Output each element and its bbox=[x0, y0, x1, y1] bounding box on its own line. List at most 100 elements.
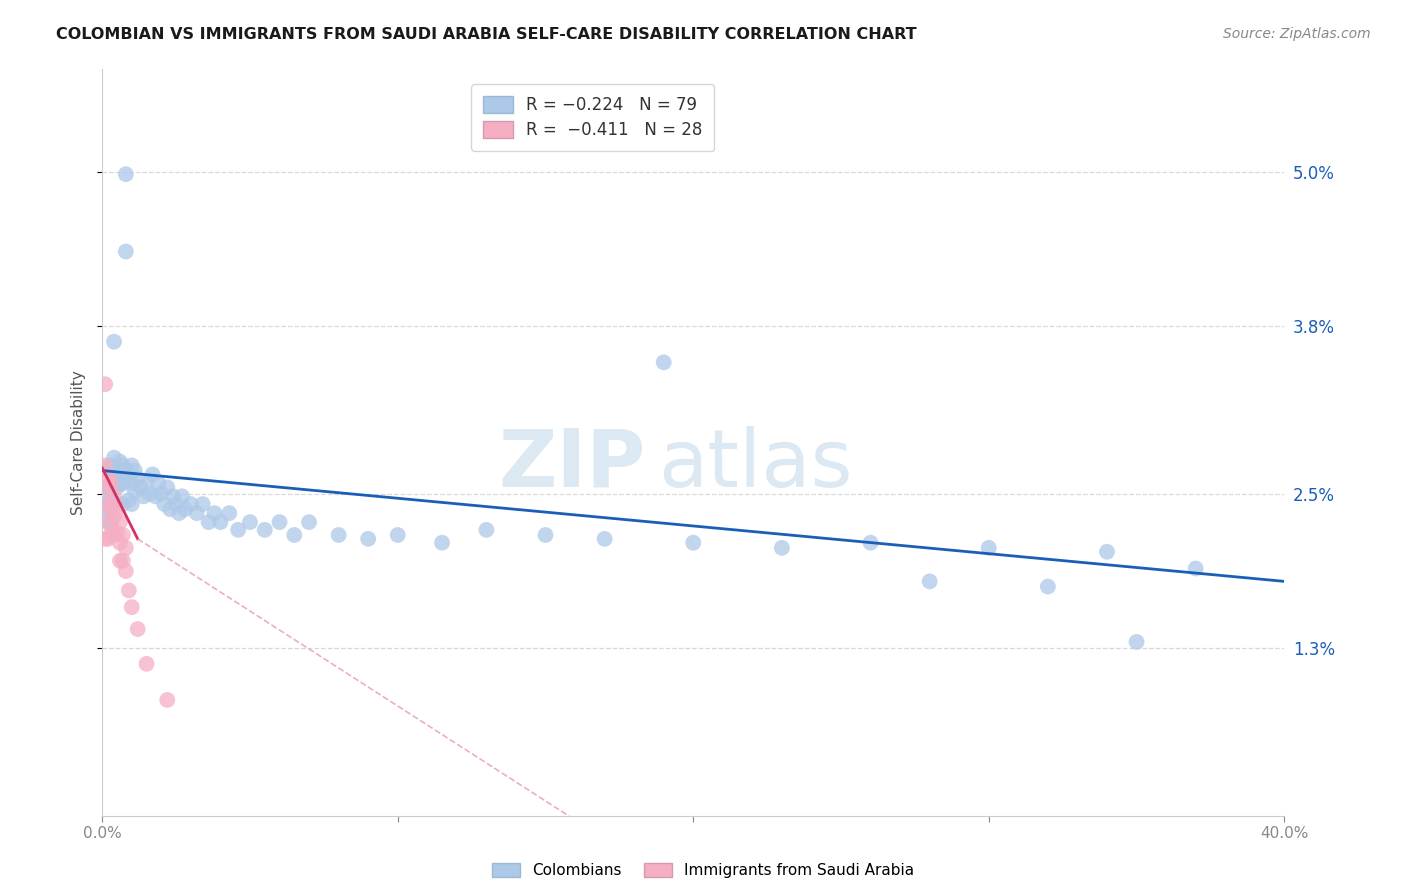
Point bbox=[298, 515, 321, 529]
Point bbox=[97, 497, 120, 511]
Point bbox=[138, 487, 160, 501]
Point bbox=[97, 471, 120, 485]
Point bbox=[108, 554, 131, 568]
Point bbox=[162, 489, 184, 503]
Point bbox=[94, 480, 117, 494]
Legend: Colombians, Immigrants from Saudi Arabia: Colombians, Immigrants from Saudi Arabia bbox=[486, 856, 920, 884]
Point bbox=[145, 489, 167, 503]
Point bbox=[127, 622, 149, 636]
Point bbox=[652, 355, 675, 369]
Point bbox=[94, 461, 117, 475]
Point bbox=[94, 480, 117, 494]
Point bbox=[100, 458, 122, 473]
Point bbox=[103, 450, 125, 465]
Point bbox=[100, 476, 122, 491]
Point bbox=[141, 467, 163, 482]
Point bbox=[239, 515, 262, 529]
Point bbox=[475, 523, 498, 537]
Point bbox=[100, 502, 122, 516]
Text: atlas: atlas bbox=[658, 425, 852, 504]
Point bbox=[97, 464, 120, 478]
Point bbox=[1095, 545, 1118, 559]
Point bbox=[108, 454, 131, 468]
Point bbox=[115, 464, 138, 478]
Point bbox=[115, 541, 138, 555]
Point bbox=[121, 458, 143, 473]
Point bbox=[283, 528, 305, 542]
Point bbox=[170, 489, 193, 503]
Point bbox=[115, 244, 138, 259]
Point bbox=[121, 600, 143, 615]
Point bbox=[108, 515, 131, 529]
Point bbox=[218, 506, 240, 520]
Point bbox=[167, 506, 190, 520]
Point bbox=[118, 583, 141, 598]
Point bbox=[103, 471, 125, 485]
Point bbox=[918, 574, 941, 589]
Point bbox=[197, 515, 219, 529]
Point bbox=[148, 476, 170, 491]
Point bbox=[204, 506, 226, 520]
Point bbox=[94, 532, 117, 546]
Text: ZIP: ZIP bbox=[499, 425, 645, 504]
Point bbox=[328, 528, 350, 542]
Point bbox=[97, 515, 120, 529]
Point bbox=[135, 476, 157, 491]
Point bbox=[132, 489, 155, 503]
Point bbox=[111, 476, 134, 491]
Point bbox=[127, 471, 149, 485]
Point bbox=[108, 476, 131, 491]
Point bbox=[94, 458, 117, 473]
Text: COLOMBIAN VS IMMIGRANTS FROM SAUDI ARABIA SELF-CARE DISABILITY CORRELATION CHART: COLOMBIAN VS IMMIGRANTS FROM SAUDI ARABI… bbox=[56, 27, 917, 42]
Point bbox=[150, 487, 173, 501]
Point bbox=[387, 528, 409, 542]
Point bbox=[105, 497, 128, 511]
Point bbox=[97, 532, 120, 546]
Point bbox=[111, 458, 134, 473]
Point bbox=[118, 493, 141, 508]
Point bbox=[129, 480, 152, 494]
Point bbox=[156, 693, 179, 707]
Point bbox=[1125, 635, 1147, 649]
Point bbox=[593, 532, 616, 546]
Point bbox=[209, 515, 232, 529]
Point bbox=[111, 497, 134, 511]
Point bbox=[121, 476, 143, 491]
Point bbox=[430, 535, 453, 549]
Point bbox=[534, 528, 557, 542]
Point bbox=[100, 476, 122, 491]
Point bbox=[103, 510, 125, 524]
Point bbox=[103, 489, 125, 503]
Point bbox=[159, 502, 181, 516]
Point bbox=[100, 493, 122, 508]
Point bbox=[1184, 561, 1206, 575]
Point bbox=[174, 502, 197, 516]
Point bbox=[121, 497, 143, 511]
Point bbox=[100, 528, 122, 542]
Point bbox=[124, 484, 146, 499]
Point bbox=[105, 525, 128, 540]
Point bbox=[97, 493, 120, 508]
Legend: R = −0.224   N = 79, R =  −0.411   N = 28: R = −0.224 N = 79, R = −0.411 N = 28 bbox=[471, 85, 714, 151]
Point bbox=[103, 334, 125, 349]
Point bbox=[105, 480, 128, 494]
Point bbox=[153, 497, 176, 511]
Point bbox=[253, 523, 276, 537]
Point bbox=[156, 480, 179, 494]
Point bbox=[115, 564, 138, 578]
Point bbox=[269, 515, 291, 529]
Point bbox=[105, 502, 128, 516]
Point bbox=[682, 535, 704, 549]
Y-axis label: Self-Care Disability: Self-Care Disability bbox=[72, 370, 86, 515]
Point bbox=[97, 480, 120, 494]
Point bbox=[94, 500, 117, 514]
Point bbox=[94, 377, 117, 392]
Point bbox=[100, 519, 122, 533]
Point bbox=[118, 471, 141, 485]
Point bbox=[115, 167, 138, 181]
Point bbox=[97, 512, 120, 526]
Point bbox=[103, 528, 125, 542]
Point bbox=[186, 506, 208, 520]
Point bbox=[770, 541, 793, 555]
Point bbox=[191, 497, 214, 511]
